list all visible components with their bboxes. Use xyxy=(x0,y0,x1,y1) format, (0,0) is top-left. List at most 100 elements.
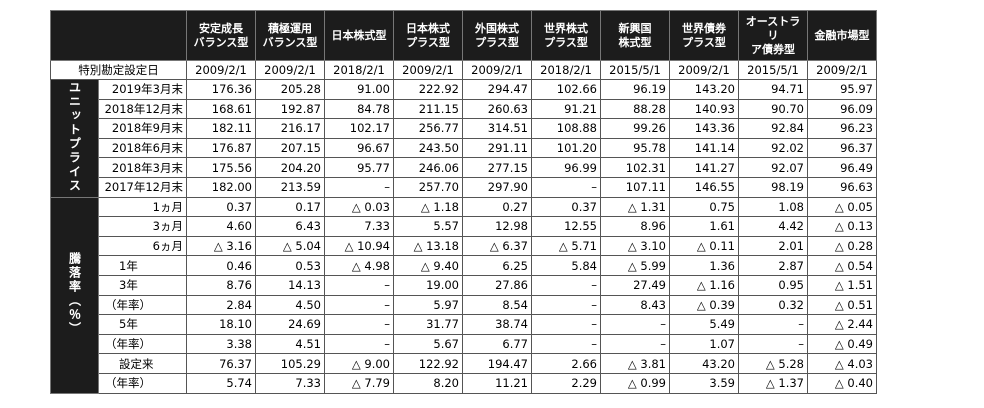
value-cell: 107.11 xyxy=(600,176,670,198)
value-cell: 146.55 xyxy=(669,176,739,198)
table-row: 5年 18.10 24.69–31.77 38.74– –5.49– △ 2.44 xyxy=(51,314,877,335)
value-cell: △ 1.51 xyxy=(807,274,877,296)
column-header: 積極運用 バランス型 xyxy=(255,10,325,61)
value-cell: 1.61 xyxy=(669,216,739,237)
row-label: 2018年12月末 xyxy=(98,98,187,120)
value-cell: 175.56 xyxy=(186,157,256,178)
value-cell: 12.55 xyxy=(531,216,601,237)
value-cell: 96.09 xyxy=(807,98,877,120)
value-cell: 91.21 xyxy=(531,98,601,120)
setting-date-label: 特別勘定設定日 xyxy=(50,60,187,80)
setting-date-cell: 2018/2/1 xyxy=(324,60,394,80)
column-header: 世界債券 プラス型 xyxy=(669,10,739,61)
category-label: ユニットプライス xyxy=(67,80,82,193)
value-cell: 0.75 xyxy=(669,196,739,218)
value-cell: △ 0.03 xyxy=(324,196,394,218)
value-cell: – xyxy=(738,333,808,355)
value-cell: 96.67 xyxy=(324,137,394,159)
value-cell: △ 1.18 xyxy=(393,196,463,218)
value-cell: △ 1.31 xyxy=(600,196,670,218)
table-row: （年率） 5.74 7.33 △ 7.79 8.20 11.21 2.29 △ 0.99 3.5… xyxy=(51,372,877,394)
value-cell: 31.77 xyxy=(393,314,463,335)
value-cell: 96.19 xyxy=(600,79,670,100)
value-cell: 4.42 xyxy=(738,216,808,237)
value-cell: 8.43 xyxy=(600,294,670,316)
value-cell: 11.21 xyxy=(462,372,532,394)
value-cell: △ 2.44 xyxy=(807,314,877,335)
column-header: 金融市場型 xyxy=(807,10,877,61)
value-cell: △ 0.49 xyxy=(807,333,877,355)
value-cell: 1.36 xyxy=(669,255,739,276)
header-corner xyxy=(50,10,187,61)
value-cell: 96.49 xyxy=(807,157,877,178)
value-cell: △ 1.37 xyxy=(738,372,808,394)
table-row: ユニットプライス 2019年3月末 176.36 205.28 91.00 222.92 2… xyxy=(50,79,877,198)
value-cell: 3.59 xyxy=(669,372,739,394)
value-cell: 182.11 xyxy=(186,118,256,139)
value-cell: △ 0.54 xyxy=(807,255,877,276)
value-cell: △ 0.51 xyxy=(807,294,877,316)
value-cell: 5.97 xyxy=(393,294,463,316)
value-cell: 8.20 xyxy=(393,372,463,394)
value-cell: 205.28 xyxy=(255,79,325,100)
value-cell: 243.50 xyxy=(393,137,463,159)
value-cell: 176.87 xyxy=(186,137,256,159)
value-cell: 0.17 xyxy=(255,196,325,218)
value-cell: 297.90 xyxy=(462,176,532,198)
row-label: 5年 xyxy=(98,314,187,335)
header-row: 安定成長 バランス型 積極運用 バランス型 日本株式型 日本株式 プラス型 外国株式 プ… xyxy=(50,10,877,61)
value-cell: 0.37 xyxy=(186,196,256,218)
value-cell: 101.20 xyxy=(531,137,601,159)
value-cell: 143.20 xyxy=(669,79,739,100)
value-cell: 95.77 xyxy=(324,157,394,178)
table-row: 設定来 76.37 105.29 △ 9.00 122.92 194.47 2.66 △ 3.… xyxy=(51,353,877,374)
value-cell: △ 5.04 xyxy=(255,235,325,257)
value-cell: – xyxy=(531,176,601,198)
value-cell: 1.08 xyxy=(738,196,808,218)
value-cell: 95.78 xyxy=(600,137,670,159)
value-cell: △ 3.10 xyxy=(600,235,670,257)
value-cell: 4.51 xyxy=(255,333,325,355)
table-row: 1年 0.46 0.53 △ 4.98 △ 9.40 6.25 5.84 △ 5.99 1.36… xyxy=(51,255,877,276)
value-cell: 314.51 xyxy=(462,118,532,139)
column-header: 日本株式型 xyxy=(324,10,394,61)
value-cell: △ 0.39 xyxy=(669,294,739,316)
value-cell: 141.27 xyxy=(669,157,739,178)
value-cell: 19.00 xyxy=(393,274,463,296)
unit-price-category: ユニットプライス xyxy=(50,79,99,198)
value-cell: 141.14 xyxy=(669,137,739,159)
value-cell: 5.84 xyxy=(531,255,601,276)
value-cell: 140.93 xyxy=(669,98,739,120)
setting-date-cell: 2015/5/1 xyxy=(600,60,670,80)
value-cell: △ 4.03 xyxy=(807,353,877,374)
value-cell: △ 6.37 xyxy=(462,235,532,257)
value-cell: 90.70 xyxy=(738,98,808,120)
table-row: 2018年12月末 168.61 192.87 84.78 211.15 260.63 91… xyxy=(51,98,877,120)
value-cell: △ 3.16 xyxy=(186,235,256,257)
value-cell: △ 3.81 xyxy=(600,353,670,374)
row-label: （年率） xyxy=(98,372,187,394)
value-cell: – xyxy=(531,274,601,296)
value-cell: △ 0.28 xyxy=(807,235,877,257)
table-row: 2017年12月末 182.00 213.59–257.70 297.90–107.1… xyxy=(51,176,877,198)
rate-category: 騰落率（％） xyxy=(50,196,99,394)
row-label: 2018年3月末 xyxy=(98,157,187,178)
value-cell: 6.25 xyxy=(462,255,532,276)
value-cell: 211.15 xyxy=(393,98,463,120)
value-cell: 192.87 xyxy=(255,98,325,120)
setting-date-row: 特別勘定設定日 2009/2/1 2009/2/1 2018/2/1 2009/2/1… xyxy=(50,60,877,80)
value-cell: 5.57 xyxy=(393,216,463,237)
value-cell: – xyxy=(531,333,601,355)
value-cell: 91.00 xyxy=(324,79,394,100)
value-cell: 0.53 xyxy=(255,255,325,276)
value-cell: 3.38 xyxy=(186,333,256,355)
value-cell: △ 5.28 xyxy=(738,353,808,374)
value-cell: 291.11 xyxy=(462,137,532,159)
value-cell: △ 9.40 xyxy=(393,255,463,276)
setting-date-cell: 2015/5/1 xyxy=(738,60,808,80)
row-label: （年率） xyxy=(98,294,187,316)
value-cell: △ 4.98 xyxy=(324,255,394,276)
row-label: 2018年6月末 xyxy=(98,137,187,159)
column-header: 安定成長 バランス型 xyxy=(186,10,256,61)
value-cell: – xyxy=(531,314,601,335)
